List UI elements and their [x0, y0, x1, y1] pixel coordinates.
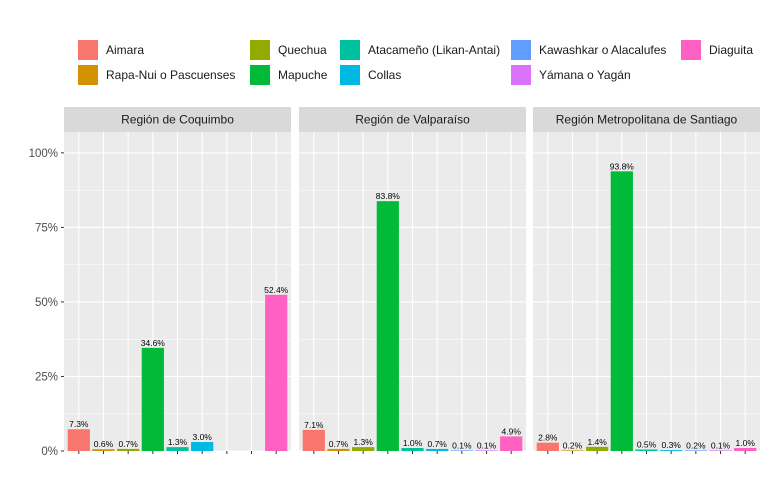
- data-label: 1.4%: [587, 437, 607, 447]
- bar-aimara: [536, 442, 559, 451]
- y-tick-label: 75%: [35, 222, 58, 234]
- bar-yamana-o-yagan: [475, 450, 498, 451]
- data-label: 1.0%: [403, 438, 423, 448]
- y-tick-label: 100%: [29, 148, 58, 160]
- panel-region-de-coquimbo: Región de Coquimbo 7.3% 0.6% 0.7% 34.6% 1.3% 3…: [64, 107, 291, 454]
- bar-mapuche: [610, 171, 633, 451]
- bar-diaguita: [734, 448, 757, 451]
- data-label: 0.1%: [711, 440, 731, 450]
- bar-quechua: [117, 448, 140, 451]
- bar-yamana-o-yagan: [709, 450, 732, 451]
- panel-strip: [533, 107, 760, 132]
- panel-region-de-valparaiso: Región de Valparaíso 7.1% 0.7% 1.3% 83.8% 1.0…: [299, 107, 526, 454]
- bar-kawashkar-o-alacalufes: [684, 450, 707, 451]
- legend-key-collas: [340, 65, 360, 85]
- legend-key-quechua: [250, 40, 270, 60]
- legend-key-atacameno-likan-antai: [340, 40, 360, 60]
- legend-item-rapa-nui-o-pascuenses: Rapa-Nui o Pascuenses: [78, 65, 235, 85]
- data-label: 52.4%: [264, 285, 289, 295]
- bar-atacameno-likan-antai: [401, 448, 424, 451]
- data-label: 0.7%: [427, 439, 447, 449]
- data-label: 0.2%: [686, 440, 706, 450]
- legend-item-mapuche: Mapuche: [250, 65, 328, 85]
- legend-item-collas: Collas: [340, 65, 401, 85]
- legend: Aimara Rapa-Nui o Pascuenses Quechua Mapuch…: [78, 40, 753, 85]
- legend-key-rapa-nui-o-pascuenses: [78, 65, 98, 85]
- bar-kawashkar-o-alacalufes: [450, 450, 473, 451]
- legend-label-collas: Collas: [368, 68, 401, 82]
- bar-atacameno-likan-antai: [166, 447, 189, 451]
- panel-title: Región Metropolitana de Santiago: [556, 113, 738, 127]
- bar-mapuche: [141, 347, 164, 451]
- data-label: 1.0%: [736, 438, 756, 448]
- bar-collas: [660, 450, 683, 451]
- data-label: 3.0%: [192, 432, 212, 442]
- y-tick-label: 50%: [35, 297, 58, 309]
- panel-title: Región de Coquimbo: [121, 113, 234, 127]
- panel-region-metropolitana-de-santiago: Región Metropolitana de Santiago 2.8% 0.2%…: [533, 107, 760, 454]
- data-label: 1.3%: [353, 437, 373, 447]
- legend-item-atacameno-likan-antai: Atacameño (Likan-Antai): [340, 40, 500, 60]
- panel-strip: [299, 107, 526, 132]
- bar-diaguita: [265, 294, 288, 451]
- bar-diaguita: [500, 436, 523, 451]
- legend-key-aimara: [78, 40, 98, 60]
- legend-key-kawashkar-o-alacalufes: [511, 40, 531, 60]
- data-label: 93.8%: [610, 161, 635, 171]
- legend-label-atacameno-likan-antai: Atacameño (Likan-Antai): [368, 43, 500, 57]
- legend-item-quechua: Quechua: [250, 40, 327, 60]
- legend-label-rapa-nui-o-pascuenses: Rapa-Nui o Pascuenses: [106, 68, 235, 82]
- data-label: 0.7%: [118, 439, 138, 449]
- legend-label-mapuche: Mapuche: [278, 68, 328, 82]
- bar-quechua: [586, 446, 609, 451]
- bar-atacameno-likan-antai: [635, 449, 658, 451]
- bar-rapa-nui-o-pascuenses: [92, 449, 115, 451]
- data-label: 34.6%: [141, 338, 166, 348]
- bar-aimara: [67, 429, 90, 451]
- data-label: 0.3%: [661, 440, 681, 450]
- data-label: 0.7%: [329, 439, 349, 449]
- legend-key-yamana-o-yagan: [511, 65, 531, 85]
- legend-item-yamana-o-yagan: Yámana o Yagán: [511, 65, 631, 85]
- data-label: 0.2%: [563, 440, 583, 450]
- bar-collas: [426, 448, 449, 451]
- data-label: 2.8%: [538, 433, 558, 443]
- legend-label-diaguita: Diaguita: [709, 43, 753, 57]
- data-label: 4.9%: [502, 426, 522, 436]
- legend-label-kawashkar-o-alacalufes: Kawashkar o Alacalufes: [539, 43, 666, 57]
- legend-item-diaguita: Diaguita: [681, 40, 753, 60]
- legend-label-yamana-o-yagan: Yámana o Yagán: [539, 68, 631, 82]
- bar-collas: [191, 442, 214, 451]
- data-label: 0.6%: [94, 439, 114, 449]
- legend-key-diaguita: [681, 40, 701, 60]
- data-label: 0.1%: [477, 440, 497, 450]
- panel-title: Región de Valparaíso: [355, 113, 470, 127]
- data-label: 0.1%: [452, 440, 472, 450]
- y-axis: 0% 25% 50% 75% 100%: [29, 148, 64, 458]
- legend-item-aimara: Aimara: [78, 40, 144, 60]
- legend-item-kawashkar-o-alacalufes: Kawashkar o Alacalufes: [511, 40, 666, 60]
- legend-key-mapuche: [250, 65, 270, 85]
- bar-rapa-nui-o-pascuenses: [327, 448, 350, 451]
- data-label: 7.1%: [304, 420, 324, 430]
- y-tick-label: 0%: [41, 446, 58, 458]
- data-label: 1.3%: [168, 437, 188, 447]
- bar-rapa-nui-o-pascuenses: [561, 450, 584, 451]
- data-label: 83.8%: [376, 191, 401, 201]
- panel-strip: [64, 107, 291, 132]
- legend-label-aimara: Aimara: [106, 43, 144, 57]
- y-tick-label: 25%: [35, 371, 58, 383]
- legend-label-quechua: Quechua: [278, 43, 327, 57]
- bar-quechua: [352, 447, 375, 451]
- data-label: 7.3%: [69, 419, 89, 429]
- bar-mapuche: [376, 201, 399, 451]
- bar-aimara: [302, 429, 325, 451]
- data-label: 0.5%: [637, 440, 657, 450]
- panels: Región de Coquimbo 7.3% 0.6% 0.7% 34.6% 1.3% 3…: [64, 107, 760, 454]
